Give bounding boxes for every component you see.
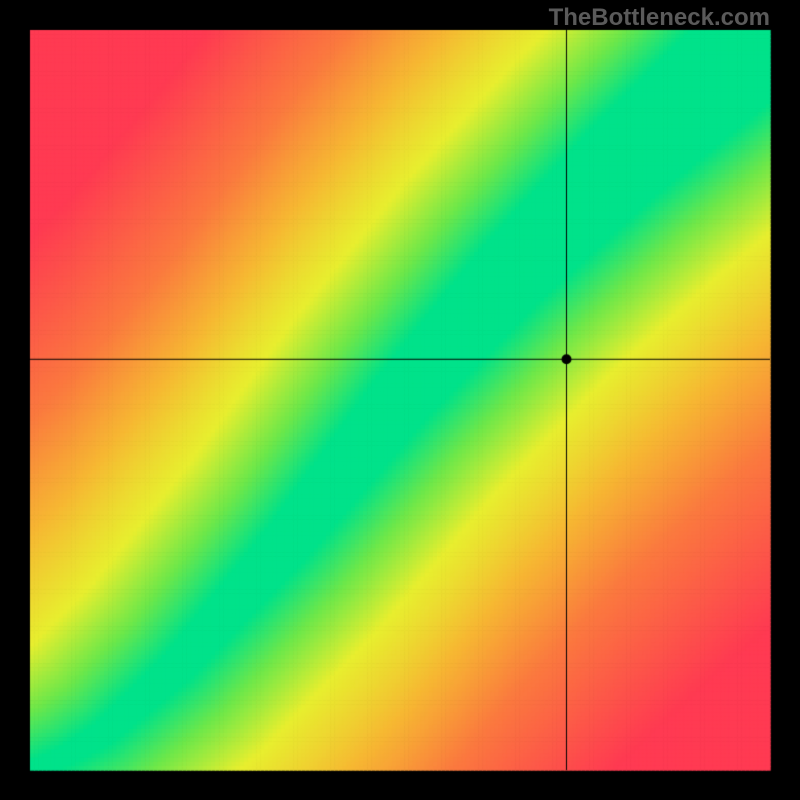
bottleneck-heatmap — [0, 0, 800, 800]
watermark-text: TheBottleneck.com — [549, 4, 770, 32]
